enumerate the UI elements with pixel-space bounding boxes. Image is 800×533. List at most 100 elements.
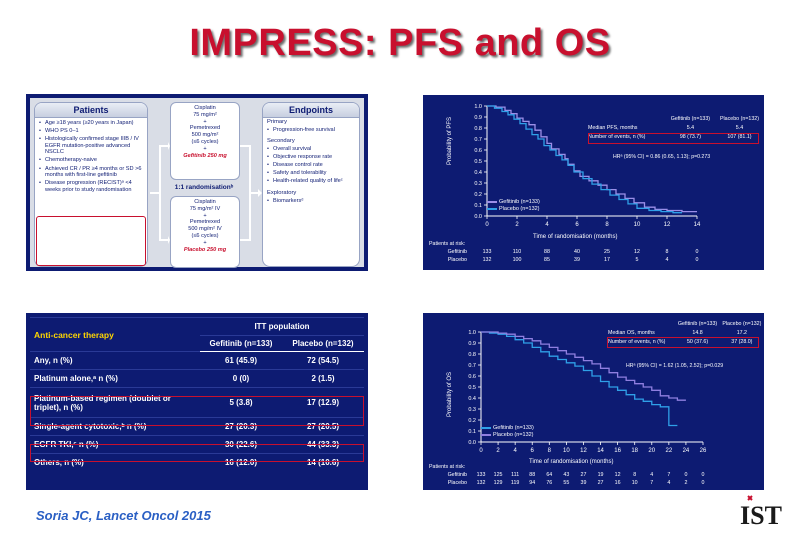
placebo-arm-line: 500 mg/m² IV — [188, 226, 222, 233]
exploratory-endpoint-item: Biomarkersᵈ — [267, 198, 355, 205]
pfs-risk-row: Gefitinib 133 110 88 40 25 12 8 0 — [429, 249, 759, 256]
os-legend-placebo: Placebo (n=132) — [481, 432, 534, 439]
therapy-header-row: Anti-cancer therapy ITT population — [30, 317, 364, 352]
os-risk-value: 132 — [476, 480, 486, 486]
os-risk-value: 0 — [684, 472, 688, 478]
os-x-tick-label: 8 — [548, 448, 552, 454]
os-risk-value: 119 — [510, 480, 520, 486]
pfs-x-axis-title: Time of randomisation (months) — [533, 234, 618, 240]
pfs-legend-placebo-label: Placebo (n=132) — [499, 206, 540, 212]
pfs-y-axis-title: Probability of PFS — [447, 116, 453, 165]
randomisation-label: 1:1 randomisationᵇ — [174, 184, 234, 191]
placebo-arm-line: Cisplatin — [194, 199, 216, 205]
therapy-value-placebo: 14 (10.6) — [282, 453, 364, 472]
os-col-placebo: Placebo (n=132) — [722, 320, 762, 327]
os-x-tick-label: 18 — [631, 448, 638, 454]
pfs-risk-value: 0 — [695, 249, 699, 255]
pfs-x-tick-label: 2 — [515, 222, 519, 228]
therapy-table: Anti-cancer therapy ITT population Gefit… — [30, 317, 364, 472]
os-risk-value: 27 — [580, 472, 587, 478]
pfs-stats-table: Gefitinib (n=133) Placebo (n=132) Median … — [586, 114, 764, 141]
os-y-tick-label: 1.0 — [468, 330, 476, 336]
secondary-endpoint-label: Secondary — [267, 138, 295, 145]
gefitinib-arm-line: + — [203, 145, 207, 152]
os-events-label: Number of events, n (%) — [608, 338, 666, 345]
pfs-events-placebo: 107 (81.1) — [727, 133, 752, 140]
pfs-median-placebo: 5.4 — [735, 124, 744, 131]
therapy-row: Platinum-based regimen (doublet or tripl… — [30, 387, 364, 418]
branch-arrows-right — [240, 145, 262, 241]
gefitinib-arm-box: Cisplatin 75 mg/m² + Pemetrexed 500 mg/m² (≤6… — [170, 102, 240, 180]
patients-title: Patients — [35, 103, 147, 118]
os-events-gefitinib: 50 (37.6) — [686, 338, 709, 345]
exploratory-endpoint-label: Exploratory — [267, 189, 297, 196]
pfs-y-tick-label: 1.0 — [474, 104, 482, 110]
os-col-gefitinib: Gefitinib (n=133) — [677, 320, 718, 327]
therapy-value-placebo: 2 (1.5) — [282, 369, 364, 388]
therapy-row: Single-agent cytotoxic,ᵇ n (%) 27 (20.3) 2… — [30, 417, 364, 436]
os-y-tick-label: 0.6 — [468, 374, 476, 380]
os-legend-gefitinib: Gefitinib (n=133) — [481, 425, 534, 432]
therapy-value-gefitinib: 16 (12.0) — [200, 453, 282, 472]
pfs-legend-gefitinib-label: Gefitinib (n=133) — [499, 199, 540, 205]
placebo-arm-box: Cisplatin 75 mg/m² IV + Pemetrexed 500 mg/m²… — [170, 196, 240, 268]
platinum-doublet-highlight — [30, 396, 364, 426]
os-legend: Gefitinib (n=133) Placebo (n=132) — [481, 425, 534, 439]
os-x-tick-label: 12 — [580, 448, 587, 454]
pfs-risk-value: 5 — [635, 257, 639, 263]
os-y-tick-label: 0.2 — [468, 418, 476, 424]
secondary-endpoint-item: Health-related quality of lifeᶜ — [267, 178, 355, 185]
pfs-median-gefitinib: 5.4 — [686, 124, 695, 131]
pfs-risk-value: 132 — [482, 257, 492, 263]
placebo-arm-drug: Placebo 250 mg — [183, 246, 227, 253]
pfs-x-tick-label: 8 — [605, 222, 609, 228]
pfs-risk-row: Placebo 132 100 85 39 17 5 4 0 — [429, 257, 759, 264]
os-risk-value: 27 — [597, 480, 604, 486]
primary-endpoint-list: Progression-free survival — [263, 125, 359, 137]
os-hazard-ratio: HRᵃ (95% CI) = 1.62 (1.05, 2.52); p=0.02… — [626, 363, 724, 369]
pfs-median-label: Median PFS, months — [588, 124, 638, 131]
pfs-risk-value: 133 — [482, 249, 492, 255]
pfs-median-highlight — [588, 133, 759, 144]
pfs-risk-value: 110 — [512, 249, 522, 255]
therapy-value-placebo: 27 (20.5) — [282, 417, 364, 436]
therapy-value-gefitinib: 61 (45.9) — [200, 351, 282, 370]
therapy-value-placebo: 17 (12.9) — [282, 387, 364, 418]
study-design-content: Patients Age ≥18 years (≥20 years in Jap… — [30, 98, 364, 268]
therapy-row-label: Platinum alone,ᵃ n (%) — [30, 369, 200, 388]
os-risk-value: 129 — [493, 480, 503, 486]
os-risk-row-label: Gefitinib — [447, 472, 467, 478]
os-x-tick-label: 10 — [563, 448, 570, 454]
os-risk-row: Placebo 132 129 119 94 76 55 39 27 16 10 7 4 2 0 — [429, 480, 759, 487]
secondary-endpoint-item: Objective response rate — [267, 154, 355, 161]
patient-criterion: Histologically confirmed stage IIIB / IV… — [39, 136, 143, 156]
os-y-tick-label: 0.9 — [468, 341, 476, 347]
os-x-tick-label: 16 — [614, 448, 621, 454]
os-median-highlight — [607, 337, 759, 348]
pfs-median-row: Median PFS, months 5.4 5.4 — [586, 123, 764, 132]
os-y-tick-label: 0.1 — [468, 429, 476, 435]
patients-criteria-list: Age ≥18 years (≥20 years in Japan)WHO PS… — [35, 118, 147, 197]
patient-criterion: WHO PS 0–1 — [39, 128, 143, 135]
os-x-tick-label: 6 — [531, 448, 535, 454]
placebo-arm-line: + — [203, 239, 207, 246]
os-risk-value: 88 — [529, 472, 536, 478]
therapy-value-gefitinib: 27 (20.3) — [200, 417, 282, 436]
os-risk-value: 12 — [614, 472, 621, 478]
therapy-row-label: Platinum-based regimen (doublet or tripl… — [30, 387, 200, 418]
os-patients-at-risk: Patients at risk: Gefitinib 133 125 111 88 64 4… — [429, 464, 759, 490]
os-risk-value: 7 — [667, 472, 671, 478]
placebo-arm-line: + — [203, 212, 207, 219]
os-risk-value: 55 — [563, 480, 570, 486]
patients-highlight — [36, 216, 146, 266]
therapy-value-gefitinib: 0 (0) — [200, 369, 282, 388]
placebo-arm-line: 75 mg/m² IV — [189, 205, 221, 212]
svg-text:IST: IST — [740, 501, 782, 528]
os-risk-value: 125 — [493, 472, 503, 478]
os-y-axis-title: Probability of OS — [447, 371, 453, 417]
pfs-risk-value: 12 — [634, 249, 640, 255]
os-stats-header: Gefitinib (n=133) Placebo (n=132) — [606, 319, 764, 328]
pfs-y-tick-label: 0.2 — [474, 192, 482, 198]
os-median-row: Median OS, months 14.8 17.2 — [606, 328, 764, 337]
placebo-arm-line: Pemetrexed — [189, 219, 221, 226]
